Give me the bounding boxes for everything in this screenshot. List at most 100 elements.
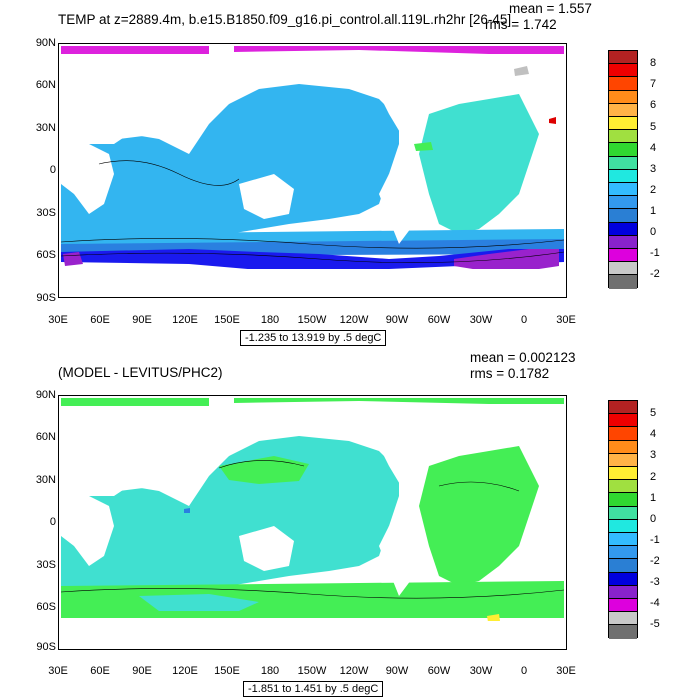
top-lon-label: 60W	[427, 314, 451, 326]
bottom-lat-label: 30S	[36, 559, 56, 571]
top-colorbar-cell	[609, 222, 637, 236]
bottom-colorbar-cell	[609, 440, 637, 454]
yellow-spot	[487, 614, 500, 622]
south-america-land	[379, 526, 419, 596]
top-lat-label: 30S	[36, 207, 56, 219]
bottom-colorbar-cell	[609, 467, 637, 481]
bottom-mean: mean = 0.002123	[470, 350, 576, 365]
top-lat-label: 60S	[36, 249, 56, 261]
top-colorbar-cell	[609, 130, 637, 144]
bottom-colorbar-cell	[609, 427, 637, 441]
europe-asia-land	[61, 54, 249, 139]
bottom-colorbar-label: 2	[650, 470, 657, 483]
blue-spot	[184, 508, 190, 513]
bottom-lon-label: 180	[260, 665, 280, 677]
antarctica-land	[61, 621, 564, 649]
top-lat-label: 60N	[35, 79, 56, 91]
bottom-lat-label: 60N	[35, 431, 56, 443]
top-colorbar-label: 7	[650, 78, 657, 91]
top-colorbar-cell	[609, 64, 637, 78]
top-lon-label: 150E	[214, 314, 240, 326]
top-lon-label: 0	[520, 314, 528, 326]
top-lon-label: 30E	[556, 314, 576, 326]
top-colorbar-label: 5	[650, 120, 657, 133]
africa-land	[61, 144, 114, 214]
bottom-map	[58, 395, 567, 650]
top-range-box: -1.235 to 13.919 by .5 degC	[240, 330, 387, 346]
antarctica-land	[61, 269, 564, 297]
bottom-lon-label: 30W	[469, 665, 493, 677]
southern-ocean	[61, 581, 564, 618]
top-colorbar-cell	[609, 143, 637, 157]
green-patch	[219, 456, 309, 484]
green-patch	[414, 142, 433, 151]
bottom-colorbar-cell	[609, 533, 637, 547]
top-lon-label: 120E	[172, 314, 198, 326]
contour-line	[60, 238, 565, 249]
africa-land	[61, 496, 114, 566]
top-title: TEMP at z=2889.4m, b.e15.B1850.f09_g16.p…	[58, 12, 512, 27]
gray-patch	[514, 66, 529, 76]
bottom-colorbar-cell	[609, 480, 637, 494]
red-spot	[549, 117, 556, 124]
top-colorbar-cell	[609, 196, 637, 210]
top-colorbar-cell	[609, 209, 637, 223]
top-colorbar-label: -1	[650, 247, 660, 260]
bottom-colorbar-label: -5	[650, 618, 660, 631]
bottom-lat-label: 60S	[36, 601, 56, 613]
contour-line	[60, 251, 565, 264]
bottom-title: (MODEL - LEVITUS/PHC2)	[58, 365, 223, 380]
bottom-colorbar-label: -1	[650, 533, 660, 546]
bottom-colorbar-label: 5	[650, 407, 657, 420]
top-lat-label: 90S	[36, 292, 56, 304]
contour-line	[98, 160, 240, 186]
bottom-colorbar-label: 4	[650, 428, 657, 441]
bottom-colorbar-cell	[609, 414, 637, 428]
top-colorbar-cell	[609, 103, 637, 117]
bottom-lat-label: 90N	[35, 389, 56, 401]
bottom-lon-label: 30E	[556, 665, 576, 677]
bottom-rms: rms = 0.1782	[470, 366, 550, 381]
top-colorbar-label: 6	[650, 99, 657, 112]
bottom-colorbar-label: 3	[650, 449, 657, 462]
north-america-land	[359, 406, 429, 496]
bottom-map-svg	[60, 398, 565, 649]
south-america-land	[379, 174, 419, 244]
pacific-ocean	[61, 84, 399, 239]
top-colorbar-cell	[609, 90, 637, 104]
top-lon-label: 180	[260, 314, 280, 326]
bottom-lon-label: 120E	[172, 665, 198, 677]
top-colorbar-cell	[609, 117, 637, 131]
top-colorbar-label: -2	[650, 268, 660, 281]
arctic-band	[61, 398, 209, 406]
top-colorbar-cell	[609, 169, 637, 183]
top-colorbar-cell	[609, 183, 637, 197]
bottom-colorbar-cell	[609, 625, 637, 639]
top-rms: rms = 1.742	[485, 17, 557, 32]
top-colorbar-cell	[609, 51, 637, 65]
bottom-lon-label: 30E	[48, 665, 68, 677]
bottom-colorbar-label: 0	[650, 512, 657, 525]
pacific-ocean	[61, 436, 399, 591]
bottom-lon-label: 60E	[90, 665, 110, 677]
top-colorbar-label: 8	[650, 57, 657, 70]
cyan-patch	[139, 594, 259, 611]
top-colorbar-cell	[609, 235, 637, 249]
top-colorbar-label: 1	[650, 205, 657, 218]
purple-patch-south	[454, 249, 559, 272]
atlantic-ocean	[419, 446, 539, 586]
bottom-colorbar-label: -2	[650, 555, 660, 568]
bottom-lon-label: 120W	[339, 665, 369, 677]
top-lat-label: 90N	[35, 37, 56, 49]
atlantic-ocean	[419, 94, 539, 234]
top-colorbar-cells	[608, 50, 638, 289]
top-lon-label: 90E	[132, 314, 152, 326]
bottom-colorbar-cell	[609, 519, 637, 533]
bottom-colorbar-cell	[609, 612, 637, 626]
bottom-lon-label: 90E	[132, 665, 152, 677]
southern-ocean-dark	[61, 249, 564, 274]
top-colorbar: 8 7 6 5 4 3 2 1 0 -1 -2	[608, 50, 688, 290]
top-lon-label: 30E	[48, 314, 68, 326]
bottom-lon-label: 60W	[427, 665, 451, 677]
bottom-colorbar-cell	[609, 453, 637, 467]
